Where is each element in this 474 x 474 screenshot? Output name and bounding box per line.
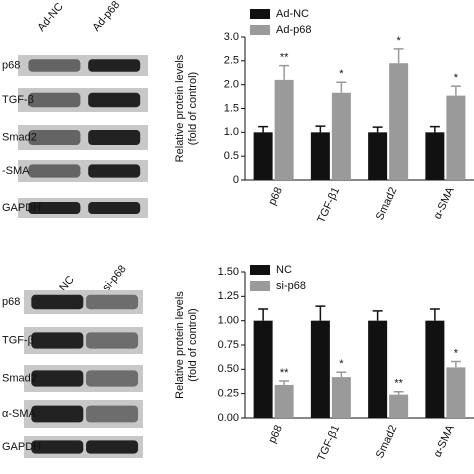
y-axis-label: (fold of control) xyxy=(187,308,199,381)
y-axis-label: (fold of control) xyxy=(187,72,199,145)
blot-band xyxy=(88,164,141,178)
error-bar xyxy=(429,308,440,321)
bar xyxy=(446,95,466,180)
y-tick-label: 1.5 xyxy=(224,102,239,114)
row-label: Smad2 xyxy=(2,372,37,384)
legend-swatch xyxy=(250,265,270,275)
blot-band xyxy=(31,440,84,454)
bar xyxy=(389,63,409,180)
significance-label: ** xyxy=(280,367,289,379)
y-tick-label: 0.25 xyxy=(218,388,239,400)
error-bar xyxy=(393,48,404,64)
blot-band xyxy=(86,440,139,454)
error-bar xyxy=(372,126,383,133)
blot-band xyxy=(88,59,141,72)
legend-label: Ad-NC xyxy=(276,8,309,20)
bar xyxy=(253,320,273,418)
bar xyxy=(389,394,409,418)
row-label: TGF-β xyxy=(2,334,34,346)
y-axis-label: Relative protein levels xyxy=(174,291,186,399)
legend-swatch xyxy=(250,25,270,35)
error-bar xyxy=(279,380,290,385)
row-label: GAPDH xyxy=(2,202,41,214)
row-label: α-SMA xyxy=(2,408,37,420)
error-bar xyxy=(315,125,326,133)
bar xyxy=(425,320,445,418)
error-bar xyxy=(315,305,326,321)
bar xyxy=(274,79,294,180)
blot-band xyxy=(31,294,84,310)
y-tick-label: 1.0 xyxy=(224,126,239,138)
legend-swatch xyxy=(250,9,270,19)
y-tick-label: 1.00 xyxy=(218,315,239,327)
blot-band xyxy=(28,164,81,178)
bar xyxy=(331,92,351,180)
y-tick-label: 2.5 xyxy=(224,55,239,67)
blot-band xyxy=(86,370,139,387)
error-bar xyxy=(258,125,269,133)
blot-band xyxy=(86,405,139,423)
bar xyxy=(253,132,273,180)
row-label: p68 xyxy=(2,59,20,71)
row-label: p68 xyxy=(2,296,20,308)
significance-label: * xyxy=(396,35,401,47)
blot-band xyxy=(86,332,139,349)
bar xyxy=(368,132,388,180)
blot-band xyxy=(28,92,81,108)
bar xyxy=(331,377,351,418)
error-bar xyxy=(279,64,290,80)
error-bar xyxy=(429,125,440,133)
significance-label: ** xyxy=(394,378,403,390)
significance-label: * xyxy=(454,347,459,359)
bar xyxy=(310,320,330,418)
row-label: GAPDH xyxy=(2,441,41,453)
row-label: Smad2 xyxy=(2,131,37,143)
bar xyxy=(274,384,294,418)
y-tick-label: 1.25 xyxy=(218,290,239,302)
y-tick-label: 3.0 xyxy=(224,31,239,43)
legend-label: Ad-p68 xyxy=(276,24,311,36)
blot-band xyxy=(31,405,84,423)
bar xyxy=(425,132,445,180)
error-bar xyxy=(450,360,461,368)
legend-label: si-p68 xyxy=(276,280,306,292)
y-tick-label: 2.0 xyxy=(224,79,239,91)
error-bar xyxy=(258,308,269,321)
error-bar xyxy=(393,390,404,395)
row-label: TGF-β xyxy=(2,94,34,106)
y-tick-label: 0.50 xyxy=(218,363,239,375)
bar xyxy=(368,320,388,418)
significance-label: * xyxy=(454,72,459,84)
y-tick-label: 0.75 xyxy=(218,339,239,351)
blot-band xyxy=(86,294,139,310)
error-bar xyxy=(336,81,347,93)
bar xyxy=(446,367,466,418)
blot-band xyxy=(28,130,81,145)
y-tick-label: 0.00 xyxy=(218,412,239,424)
y-tick-label: 1.50 xyxy=(218,266,239,278)
error-bar xyxy=(336,371,347,378)
blot-band xyxy=(88,202,141,214)
significance-label: * xyxy=(339,68,344,80)
significance-label: * xyxy=(339,358,344,370)
y-axis-label: Relative protein levels xyxy=(174,54,186,162)
error-bar xyxy=(372,310,383,321)
legend-swatch xyxy=(250,281,270,291)
significance-label: ** xyxy=(280,52,289,64)
bar xyxy=(310,132,330,180)
y-tick-label: 0 xyxy=(233,174,239,186)
row-label: -SMA xyxy=(2,165,30,177)
blot-band xyxy=(31,332,84,349)
y-tick-label: 0.5 xyxy=(224,150,239,162)
blot-band xyxy=(88,92,141,108)
blot-band xyxy=(31,370,84,387)
blot-band xyxy=(88,130,141,145)
blot-band xyxy=(28,202,81,214)
error-bar xyxy=(450,85,461,96)
blot-band xyxy=(28,59,81,72)
legend-label: NC xyxy=(276,264,292,276)
